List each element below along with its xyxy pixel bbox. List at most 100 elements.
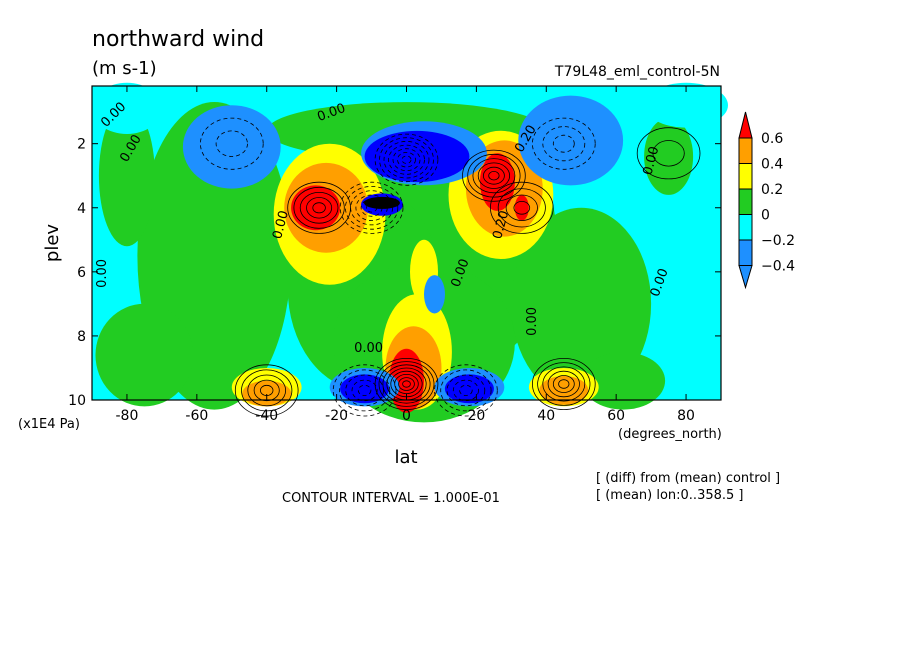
contour-line: [467, 153, 521, 198]
colorbar-label: 0: [761, 208, 770, 224]
contour-label: 0.00: [270, 209, 292, 241]
contour-line: [531, 357, 596, 410]
contour-line: [636, 127, 701, 180]
field-blob: [340, 374, 390, 404]
contour-line: [505, 194, 538, 222]
field-blob: [364, 130, 470, 183]
contour-line: [299, 192, 339, 224]
colorbar-segment: [738, 111, 753, 139]
contour-label: 0.00: [354, 341, 383, 356]
contour-lines: [200, 117, 701, 417]
contour-line: [378, 361, 435, 407]
colorbar-segment: [738, 137, 753, 164]
x-tick-label: 80: [677, 408, 695, 424]
contour-line: [345, 374, 384, 407]
field-blob: [518, 95, 624, 186]
contour-line: [402, 380, 411, 388]
contour-line: [459, 384, 473, 396]
contour-line: [344, 186, 399, 230]
field-blob: [424, 275, 445, 314]
contour-line: [552, 134, 575, 153]
contour-line: [247, 374, 287, 407]
contour-line: [382, 364, 431, 404]
contour-line: [394, 373, 419, 394]
contour-line: [350, 190, 394, 226]
contour-line: [462, 149, 526, 202]
x-axis-label: lat: [394, 447, 417, 468]
contour-label: 0.00: [525, 307, 540, 336]
contour-line: [338, 369, 391, 412]
x-tick-label: 40: [537, 408, 555, 424]
colorbar-segment: [738, 239, 753, 266]
contour-line: [234, 364, 299, 417]
field-blob: [291, 185, 341, 231]
contour-line: [452, 379, 479, 402]
colorbar-segment: [738, 188, 753, 215]
contour-line: [547, 370, 580, 398]
contour-line: [379, 137, 434, 183]
contour-line: [488, 170, 500, 181]
contour-line: [215, 130, 248, 157]
contour-line: [434, 364, 498, 417]
contour-line: [440, 369, 492, 412]
x-tick-label: 60: [607, 408, 625, 424]
x-axis-units: (degrees_north): [618, 427, 722, 442]
contour-line: [489, 181, 554, 234]
contour-line: [398, 377, 415, 391]
y-axis-units: (x1E4 Pa): [18, 417, 80, 432]
colorbar-segment: [738, 163, 753, 190]
colorbar-label: 0.6: [761, 131, 783, 147]
contour-line: [513, 201, 531, 215]
contour-line: [374, 357, 439, 410]
field-blobs: [92, 82, 728, 423]
x-axis: -80 -60 -40 -20 0 20 40 60 80: [116, 86, 695, 424]
field-blob: [92, 82, 162, 134]
y-tick-label: 10: [68, 393, 86, 409]
y-tick-label: 6: [77, 265, 86, 281]
field-blob: [95, 303, 194, 407]
field-blob: [364, 196, 400, 209]
contour-line: [351, 379, 378, 402]
y-tick-label: 2: [77, 137, 86, 153]
contour-label: 0.00: [640, 145, 662, 177]
field-blob: [514, 195, 529, 221]
colorbar-segment: [738, 265, 753, 290]
colorbar: 0.6 0.4 0.2 0 −0.2 −0.4: [738, 111, 795, 290]
contour-line: [253, 379, 280, 402]
x-tick-label: -80: [116, 408, 139, 424]
x-tick-label: -60: [185, 408, 208, 424]
field-blob: [182, 105, 281, 189]
contour-line: [306, 197, 333, 219]
y-axis-label: plev: [42, 224, 63, 263]
contour-label: 0.20: [490, 209, 512, 241]
contour-line: [397, 151, 416, 168]
contour-line: [652, 140, 685, 167]
contour-line: [357, 384, 372, 396]
contour-line: [360, 198, 383, 217]
contour-label: 0.00: [95, 259, 110, 288]
contour-line: [392, 148, 421, 172]
contour-line: [388, 144, 425, 175]
contour-line: [558, 379, 570, 389]
field-blob: [444, 374, 494, 404]
contour-line: [383, 140, 430, 179]
contour-line: [374, 133, 439, 186]
note-diff: [ (diff) from (mean) control ]: [596, 471, 780, 486]
chart-title: northward wind: [92, 27, 264, 52]
contour-line: [332, 364, 397, 417]
note-mean: [ (mean) lon:0..358.5 ]: [596, 488, 744, 503]
field-blob: [644, 82, 728, 128]
field-blob: [479, 153, 515, 211]
x-tick-label: -40: [255, 408, 278, 424]
contour-line: [401, 155, 412, 164]
colorbar-label: 0.2: [761, 182, 783, 198]
dataset-label: T79L48_eml_control-5N: [554, 64, 720, 80]
contour-line: [477, 162, 510, 189]
contour-line: [531, 117, 596, 170]
contour-line: [293, 186, 345, 229]
colorbar-label: −0.4: [761, 259, 795, 275]
contour-line: [200, 117, 264, 170]
field-blob: [511, 207, 652, 400]
field-blob: [581, 352, 666, 410]
